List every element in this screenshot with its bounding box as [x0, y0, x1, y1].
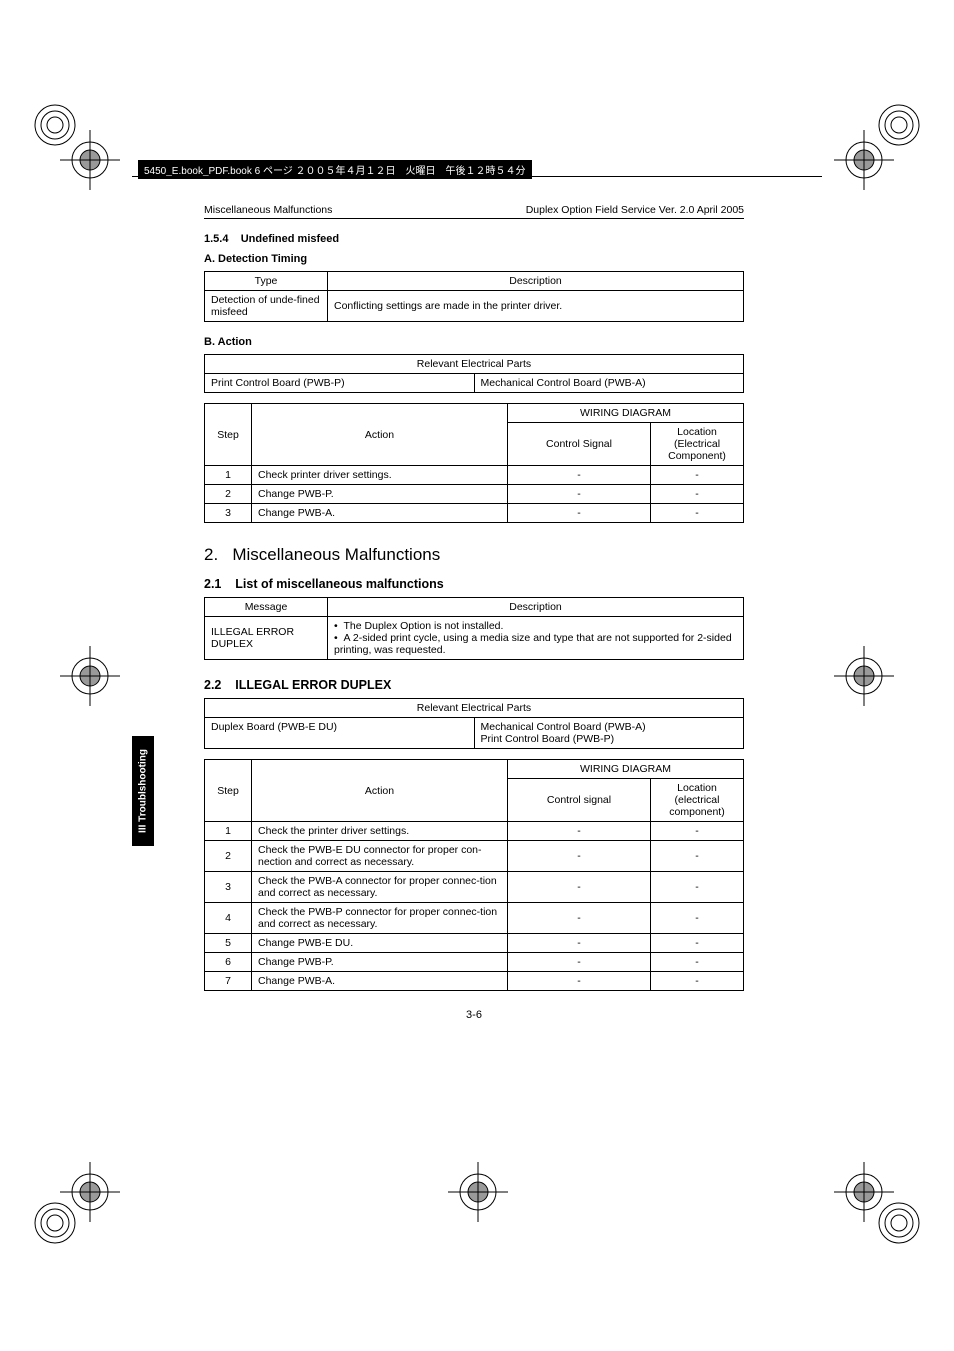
- td-rel-l: Print Control Board (PWB-P): [205, 374, 475, 393]
- td-desc: Conflicting settings are made in the pri…: [328, 291, 744, 322]
- th-step-2: Step: [205, 760, 252, 822]
- td-type: Detection of unde-fined misfeed: [205, 291, 328, 322]
- table-detection-timing: Type Description Detection of unde-fined…: [204, 271, 744, 322]
- regmark-right-center: [834, 646, 894, 709]
- section-2-1: 2.1 List of miscellaneous malfunctions: [204, 577, 744, 591]
- header-right: Duplex Option Field Service Ver. 2.0 Apr…: [526, 204, 744, 216]
- corner-bl-outer: [30, 1198, 80, 1251]
- table-row: 1Check printer driver settings.--: [205, 466, 744, 485]
- page-header: Miscellaneous Malfunctions Duplex Option…: [204, 204, 744, 219]
- td-rel-r-2: Mechanical Control Board (PWB-A) Print C…: [474, 718, 744, 749]
- page-number: 3-6: [204, 1009, 744, 1021]
- th-action: Action: [252, 404, 508, 466]
- subsection-b: B. Action: [204, 336, 744, 348]
- table-malfunctions: Message Description ILLEGAL ERROR DUPLEX…: [204, 597, 744, 660]
- th-loc: Location (Electrical Component): [651, 423, 744, 466]
- side-tab: III Troublshooting: [132, 736, 154, 846]
- table-row: 3Change PWB-A.--: [205, 504, 744, 523]
- th-action-2: Action: [252, 760, 508, 822]
- file-tab-line: [132, 176, 822, 177]
- table-row: 5Change PWB-E DU.--: [205, 934, 744, 953]
- table-row: 2Change PWB-P.--: [205, 485, 744, 504]
- table-relevant-parts-2: Relevant Electrical Parts Duplex Board (…: [204, 698, 744, 749]
- td-desc-bullets: • The Duplex Option is not installed. • …: [328, 617, 744, 660]
- table-relevant-parts-1: Relevant Electrical Parts Print Control …: [204, 354, 744, 393]
- th-message: Message: [205, 598, 328, 617]
- section-2-2: 2.2 ILLEGAL ERROR DUPLEX: [204, 678, 744, 692]
- table-action-2: Step Action WIRING DIAGRAM Control signa…: [204, 759, 744, 991]
- td-rel-r: Mechanical Control Board (PWB-A): [474, 374, 744, 393]
- regmark-left-center: [60, 646, 120, 709]
- th-desc: Description: [328, 598, 744, 617]
- th-step: Step: [205, 404, 252, 466]
- th-loc-2: Location (electrical component): [651, 779, 744, 822]
- side-tab-text: III Troublshooting: [138, 749, 149, 833]
- corner-tl-outer: [30, 100, 80, 153]
- corner-br-outer: [874, 1198, 924, 1251]
- th-description: Description: [328, 272, 744, 291]
- table-row: 7Change PWB-A.--: [205, 972, 744, 991]
- table-row: 3Check the PWB-A connector for proper co…: [205, 872, 744, 903]
- subsection-a: A. Detection Timing: [204, 253, 744, 265]
- table-row: 2Check the PWB-E DU connector for proper…: [205, 841, 744, 872]
- regmark-bottom-center: [448, 1162, 508, 1225]
- page-content: Miscellaneous Malfunctions Duplex Option…: [204, 204, 744, 1021]
- table-row: 4Check the PWB-P connector for proper co…: [205, 903, 744, 934]
- th-wd-2: WIRING DIAGRAM: [508, 760, 744, 779]
- th-type: Type: [205, 272, 328, 291]
- section-2: 2. Miscellaneous Malfunctions: [204, 545, 744, 565]
- table-row: 6Change PWB-P.--: [205, 953, 744, 972]
- th-cs-2: Control signal: [508, 779, 651, 822]
- header-left: Miscellaneous Malfunctions: [204, 204, 332, 216]
- th-wd: WIRING DIAGRAM: [508, 404, 744, 423]
- table-action-1: Step Action WIRING DIAGRAM Control Signa…: [204, 403, 744, 523]
- th-cs: Control Signal: [508, 423, 651, 466]
- td-msg: ILLEGAL ERROR DUPLEX: [205, 617, 328, 660]
- th-rel-parts: Relevant Electrical Parts: [205, 355, 744, 374]
- table-row: 1Check the printer driver settings.--: [205, 822, 744, 841]
- td-rel-l-2: Duplex Board (PWB-E DU): [205, 718, 475, 749]
- corner-tr-outer: [874, 100, 924, 153]
- th-rel-parts-2: Relevant Electrical Parts: [205, 699, 744, 718]
- section-1-5-4: 1.5.4 Undefined misfeed: [204, 233, 744, 245]
